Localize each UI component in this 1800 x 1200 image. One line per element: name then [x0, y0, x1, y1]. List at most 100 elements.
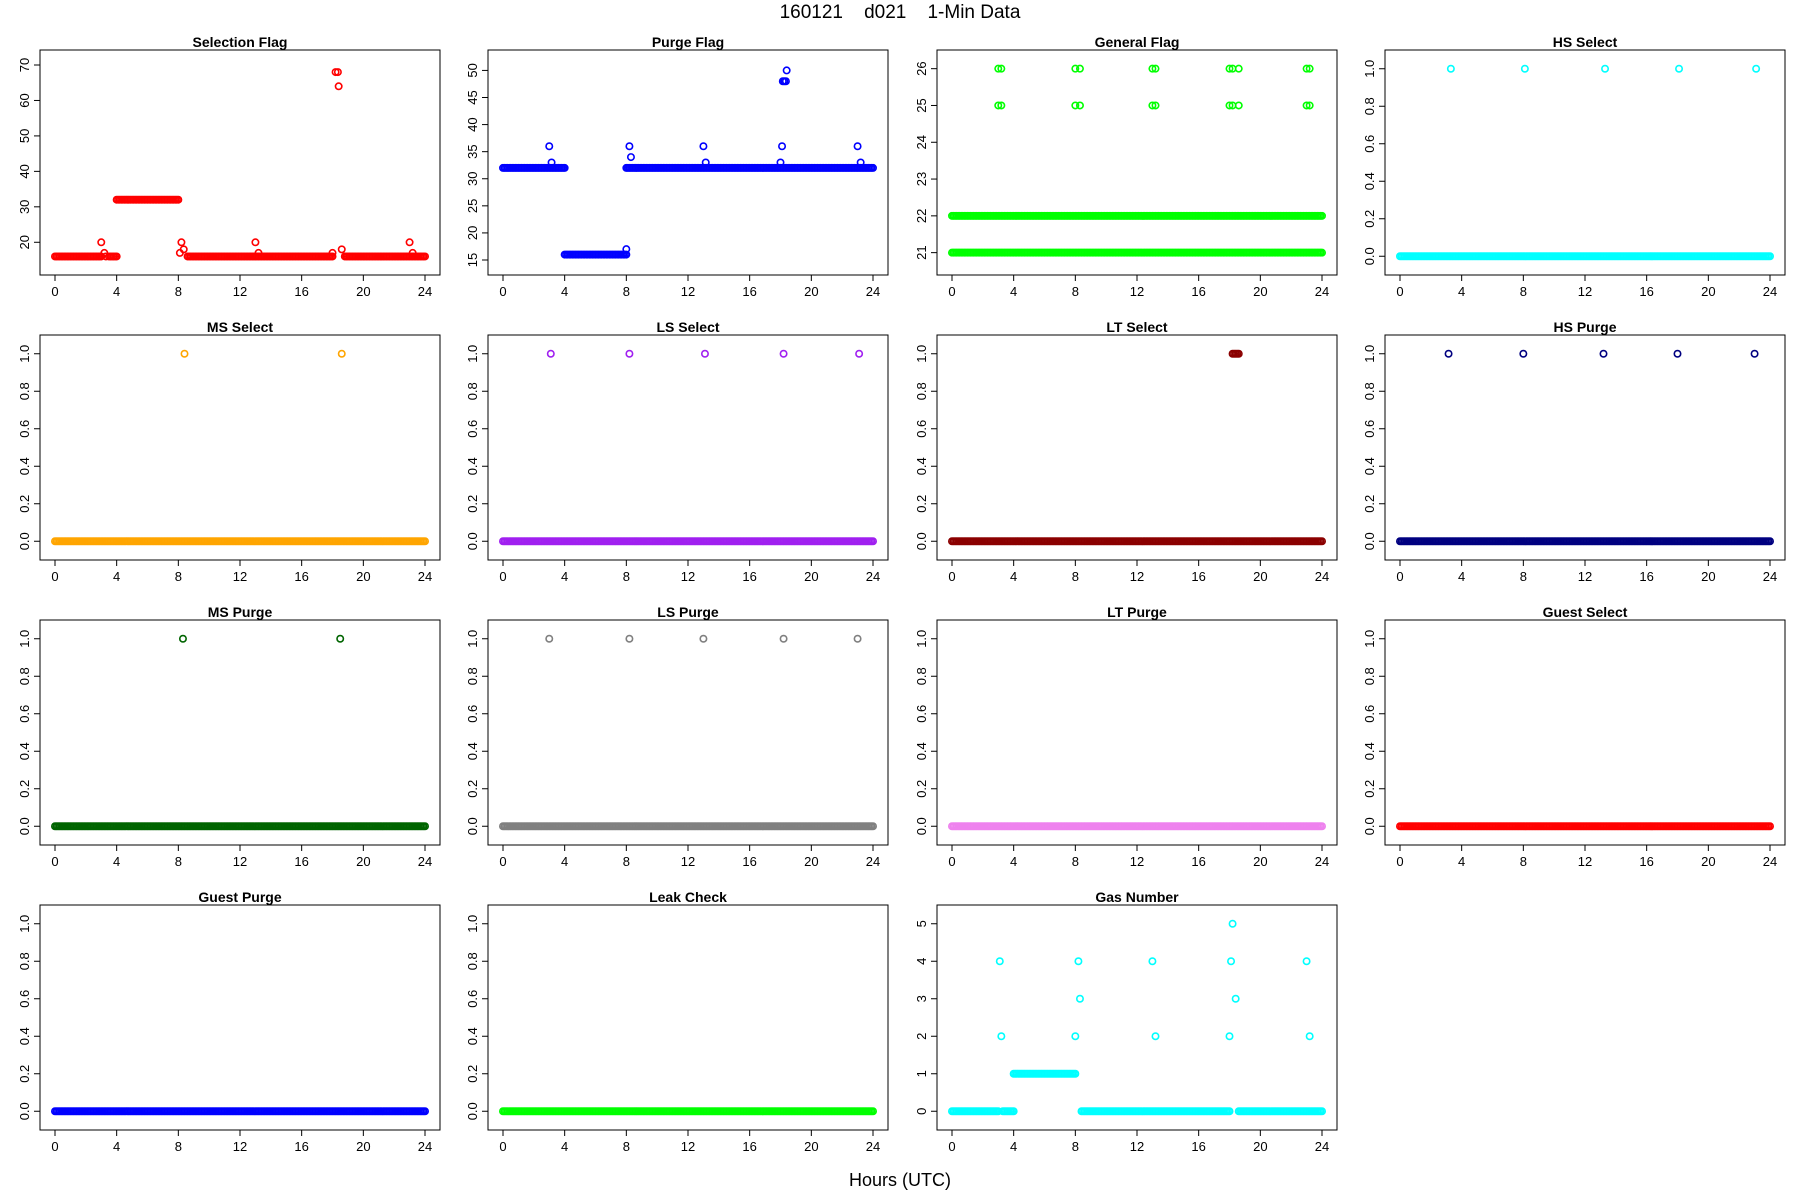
x-tick-label: 24 [866, 854, 880, 869]
data-point [180, 349, 189, 358]
x-tick-label: 4 [1010, 569, 1017, 584]
x-tick-label: 0 [948, 1139, 955, 1154]
plot-frame [487, 904, 889, 1131]
x-tick-label: 4 [1010, 284, 1017, 299]
y-tick-label: 5 [914, 920, 929, 927]
y-tick-label: 0.2 [17, 780, 32, 798]
data-point [1009, 1107, 1018, 1116]
data-point [405, 238, 414, 247]
x-tick-label: 24 [1763, 569, 1777, 584]
x-tick-label: 16 [294, 569, 308, 584]
data-point [1148, 101, 1157, 110]
plot-frame [936, 334, 1338, 561]
x-tick-label: 20 [804, 854, 818, 869]
x-tick-label: 20 [1253, 854, 1267, 869]
x-tick-label: 4 [113, 854, 120, 869]
y-tick-label: 0.4 [17, 457, 32, 475]
x-tick-label: 4 [1458, 569, 1465, 584]
y-tick-label: 1.0 [914, 630, 929, 648]
x-tick-label: 24 [1315, 1139, 1329, 1154]
x-tick-label: 20 [356, 854, 370, 869]
data-point [420, 537, 429, 546]
x-tick-label: 0 [948, 569, 955, 584]
y-tick-label: 50 [17, 129, 32, 143]
plot-frame [936, 619, 1338, 846]
y-tick-label: 0.6 [17, 990, 32, 1008]
data-point [1148, 957, 1157, 966]
y-tick-label: 1.0 [914, 345, 929, 363]
data-point [1234, 349, 1243, 358]
x-tick-label: 0 [1396, 854, 1403, 869]
panel-selection-flag: Selection Flag 0 4 8 12 16 20 24 20 30 40 50 60 70 [17, 34, 441, 299]
x-tick-label: 24 [866, 569, 880, 584]
data-point [1075, 64, 1084, 73]
y-tick-label: 1.0 [1362, 345, 1377, 363]
y-tick-label: 1 [914, 1070, 929, 1077]
data-point [626, 153, 635, 162]
y-tick-label: 0.6 [914, 705, 929, 723]
x-tick-label: 0 [51, 569, 58, 584]
y-tick-label: 40 [17, 164, 32, 178]
y-tick-label: 0.0 [17, 817, 32, 835]
data-point [1673, 349, 1682, 358]
data-point [856, 158, 865, 167]
y-tick-label: 1.0 [1362, 60, 1377, 78]
y-tick-label: 0.2 [914, 495, 929, 513]
x-tick-label: 8 [1072, 1139, 1079, 1154]
x-tick-label: 16 [1639, 569, 1653, 584]
data-point [776, 158, 785, 167]
y-tick-label: 0.0 [465, 532, 480, 550]
y-tick-label: 30 [465, 172, 480, 186]
panel-guest-purge: Guest Purge 0 4 8 12 16 20 24 0.0 0.2 0.4 0.6 0.8 1.0 [17, 889, 441, 1154]
plot-frame [39, 49, 441, 276]
x-tick-label: 16 [1191, 569, 1205, 584]
x-tick-label: 12 [1578, 854, 1592, 869]
data-point [1225, 101, 1234, 110]
plot-frame [1384, 49, 1786, 276]
data-point [1151, 1032, 1160, 1041]
data-point [1519, 349, 1528, 358]
data-point [1302, 64, 1311, 73]
x-tick-label: 4 [1010, 1139, 1017, 1154]
x-tick-label: 4 [561, 569, 568, 584]
y-tick-label: 4 [914, 958, 929, 965]
y-tick-label: 0.4 [17, 742, 32, 760]
panel-hs-select: HS Select 0 4 8 12 16 20 24 0.0 0.2 0.4 0.6 0.8 1.0 [1362, 34, 1786, 299]
y-tick-label: 0.2 [465, 780, 480, 798]
data-point [995, 957, 1004, 966]
data-point [1228, 919, 1237, 928]
figure-title: 160121 d021 1-Min Data [779, 2, 1021, 23]
y-tick-label: 30 [17, 200, 32, 214]
x-tick-label: 12 [1130, 284, 1144, 299]
x-tick-label: 8 [1072, 569, 1079, 584]
data-point [868, 537, 877, 546]
y-tick-label: 3 [914, 995, 929, 1002]
panel-title: Selection Flag [193, 34, 288, 50]
y-tick-label: 1.0 [17, 630, 32, 648]
plot-frame [39, 904, 441, 1131]
y-tick-label: 22 [914, 209, 929, 223]
x-tick-label: 16 [742, 284, 756, 299]
x-tick-label: 16 [1191, 1139, 1205, 1154]
data-point [1151, 101, 1160, 110]
data-point [994, 64, 1003, 73]
data-point [1231, 994, 1240, 1003]
data-point [1444, 349, 1453, 358]
plot-frame [39, 334, 441, 561]
data-point [177, 238, 186, 247]
panel-title: LS Select [656, 319, 719, 335]
x-tick-label: 16 [742, 569, 756, 584]
data-point [699, 634, 708, 643]
x-tick-label: 4 [561, 284, 568, 299]
y-tick-label: 0.4 [465, 1027, 480, 1045]
panel-title: LS Purge [657, 604, 719, 620]
data-point [174, 195, 183, 204]
x-tick-label: 8 [175, 284, 182, 299]
data-point [853, 142, 862, 151]
x-tick-label: 16 [742, 854, 756, 869]
x-tick-label: 12 [1130, 1139, 1144, 1154]
x-tick-label: 16 [294, 854, 308, 869]
x-tick-label: 4 [1458, 284, 1465, 299]
x-tick-label: 0 [948, 854, 955, 869]
